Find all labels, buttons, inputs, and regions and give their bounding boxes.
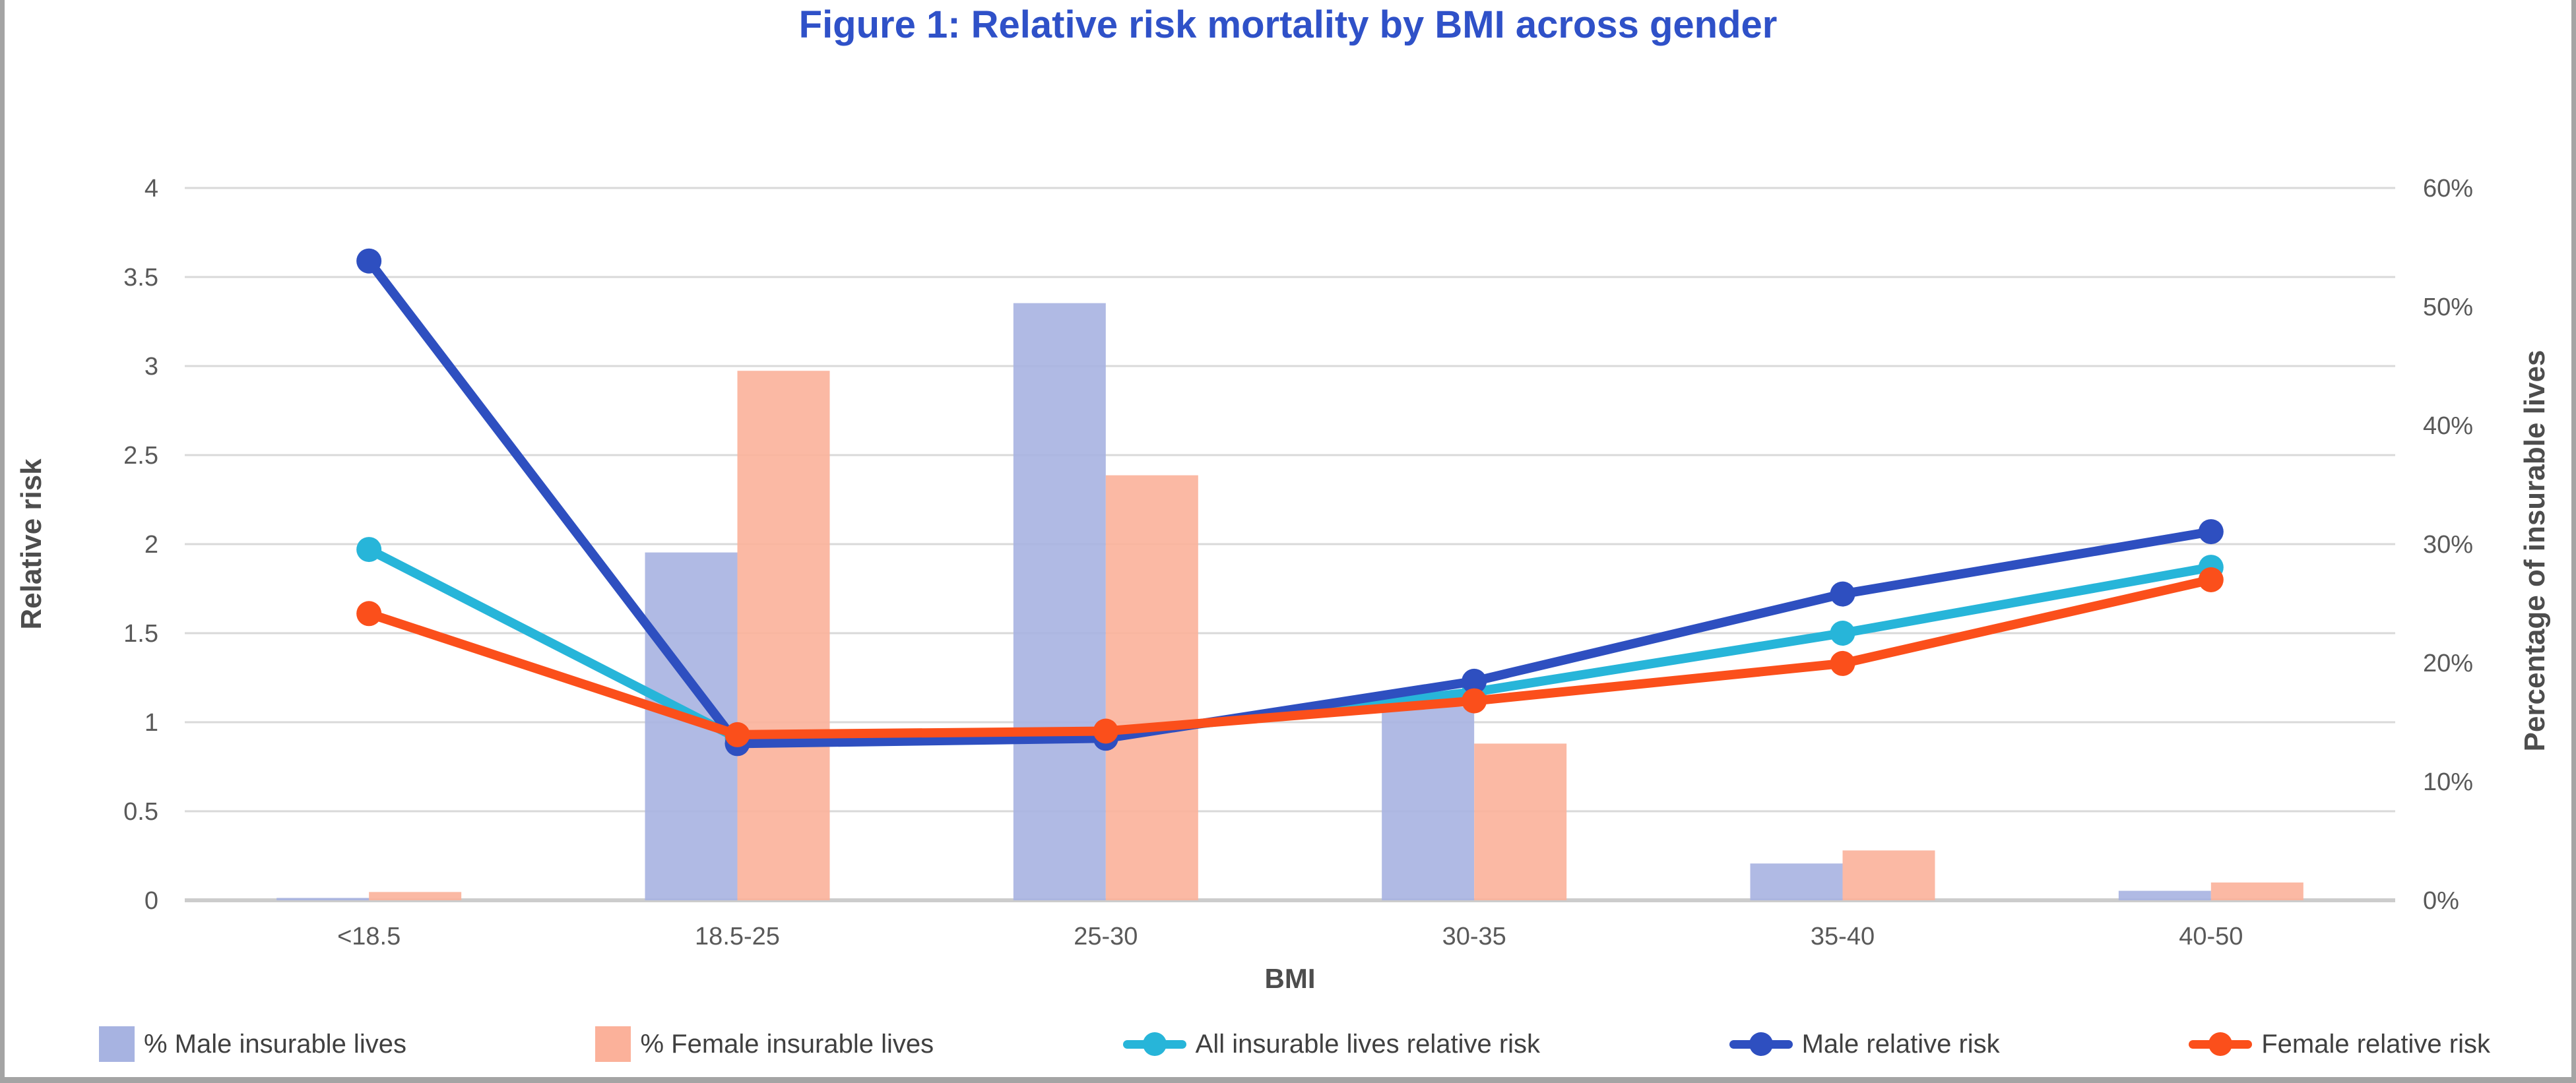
female-relative-risk-point: [356, 601, 382, 627]
left-axis-tick-label: 2: [145, 531, 158, 559]
male-insurable-bar: [1750, 863, 1843, 900]
male-relative-risk-point: [2198, 519, 2224, 545]
female-insurable-bar: [1474, 743, 1567, 900]
female-relative-risk-point: [1830, 650, 1855, 676]
female-relative-risk-point: [1093, 718, 1118, 744]
legend-label: All insurable lives relative risk: [1195, 1029, 1541, 1059]
chart-title: Figure 1: Relative risk mortality by BMI…: [798, 3, 1778, 46]
male-relative-risk-point: [1462, 668, 1487, 694]
female-relative-risk-point: [1462, 688, 1487, 714]
female-relative-risk-line: [364, 575, 2216, 739]
legend-label: Male relative risk: [1801, 1029, 2000, 1059]
female-bars-swatch: [595, 1026, 631, 1062]
legend-item-female-line: Female relative risk: [2189, 1030, 2490, 1059]
female-line-swatch: [2189, 1031, 2253, 1057]
legend-label: Female relative risk: [2261, 1029, 2490, 1059]
male-insurable-bar: [1013, 303, 1106, 901]
legend-item-all-lives-line: All insurable lives relative risk: [1122, 1029, 1541, 1059]
all-lives-relative-risk-point: [356, 537, 382, 563]
chart-legend: % Male insurable lives % Female insurabl…: [99, 1018, 2490, 1070]
left-axis-tick-label: 3.5: [123, 264, 158, 292]
right-axis-tick-label: 50%: [2423, 294, 2473, 321]
left-axis-tick-label: 0.5: [123, 798, 158, 826]
x-axis-tick-label: 30-35: [1442, 923, 1506, 950]
left-axis-tick-label: 3: [145, 353, 158, 381]
x-axis-title: BMI: [1265, 963, 1316, 994]
x-axis-tick-label: 25-30: [1074, 923, 1138, 950]
legend-label: % Female insurable lives: [640, 1029, 934, 1059]
left-axis-title: Relative risk: [15, 458, 48, 630]
x-axis-tick-label: 18.5-25: [695, 923, 780, 950]
legend-item-male-bars: % Male insurable lives: [99, 1026, 406, 1062]
male-insurable-bar: [276, 898, 370, 900]
legend-label: % Male insurable lives: [144, 1029, 406, 1059]
male-relative-risk-point: [1830, 581, 1855, 607]
male-insurable-bar: [2118, 890, 2211, 900]
right-axis-tick-label: 40%: [2423, 412, 2473, 440]
right-axis-tick-label: 20%: [2423, 650, 2473, 677]
female-insurable-bar: [737, 371, 830, 900]
male-relative-risk-line: [364, 256, 2216, 749]
right-axis-title: Percentage of insurable lives: [2519, 350, 2551, 752]
male-insurable-bar: [1382, 706, 1475, 900]
x-axis-tick-label: 35-40: [1811, 923, 1875, 950]
all-lives-relative-risk-point: [1830, 621, 1855, 646]
left-axis-tick-label: 0: [145, 887, 158, 915]
female-insurable-bar: [1105, 475, 1198, 900]
left-axis-tick-label: 1.5: [123, 620, 158, 648]
left-axis-tick-label: 1: [145, 709, 158, 737]
legend-item-male-line: Male relative risk: [1729, 1030, 2000, 1059]
female-insurable-bar: [2210, 882, 2303, 900]
female-relative-risk-point: [724, 722, 750, 747]
left-axis-tick-label: 4: [145, 175, 158, 202]
male-bars-swatch: [99, 1026, 135, 1062]
right-axis-tick-label: 60%: [2423, 175, 2473, 202]
female-insurable-bar: [369, 892, 462, 900]
left-axis-tick-label: 2.5: [123, 442, 158, 470]
right-axis-tick-label: 10%: [2423, 768, 2473, 796]
male-line-swatch: [1729, 1031, 1793, 1057]
x-axis-tick-label: <18.5: [337, 923, 401, 950]
male-relative-risk-point: [356, 248, 382, 274]
female-insurable-bar: [1842, 850, 1935, 900]
all-lives-line-swatch: [1122, 1031, 1186, 1057]
legend-item-female-bars: % Female insurable lives: [595, 1026, 934, 1062]
right-axis-tick-label: 0%: [2423, 887, 2459, 915]
right-axis-tick-label: 30%: [2423, 531, 2473, 559]
x-axis-tick-label: 40-50: [2179, 923, 2243, 950]
female-relative-risk-point: [2198, 567, 2224, 592]
